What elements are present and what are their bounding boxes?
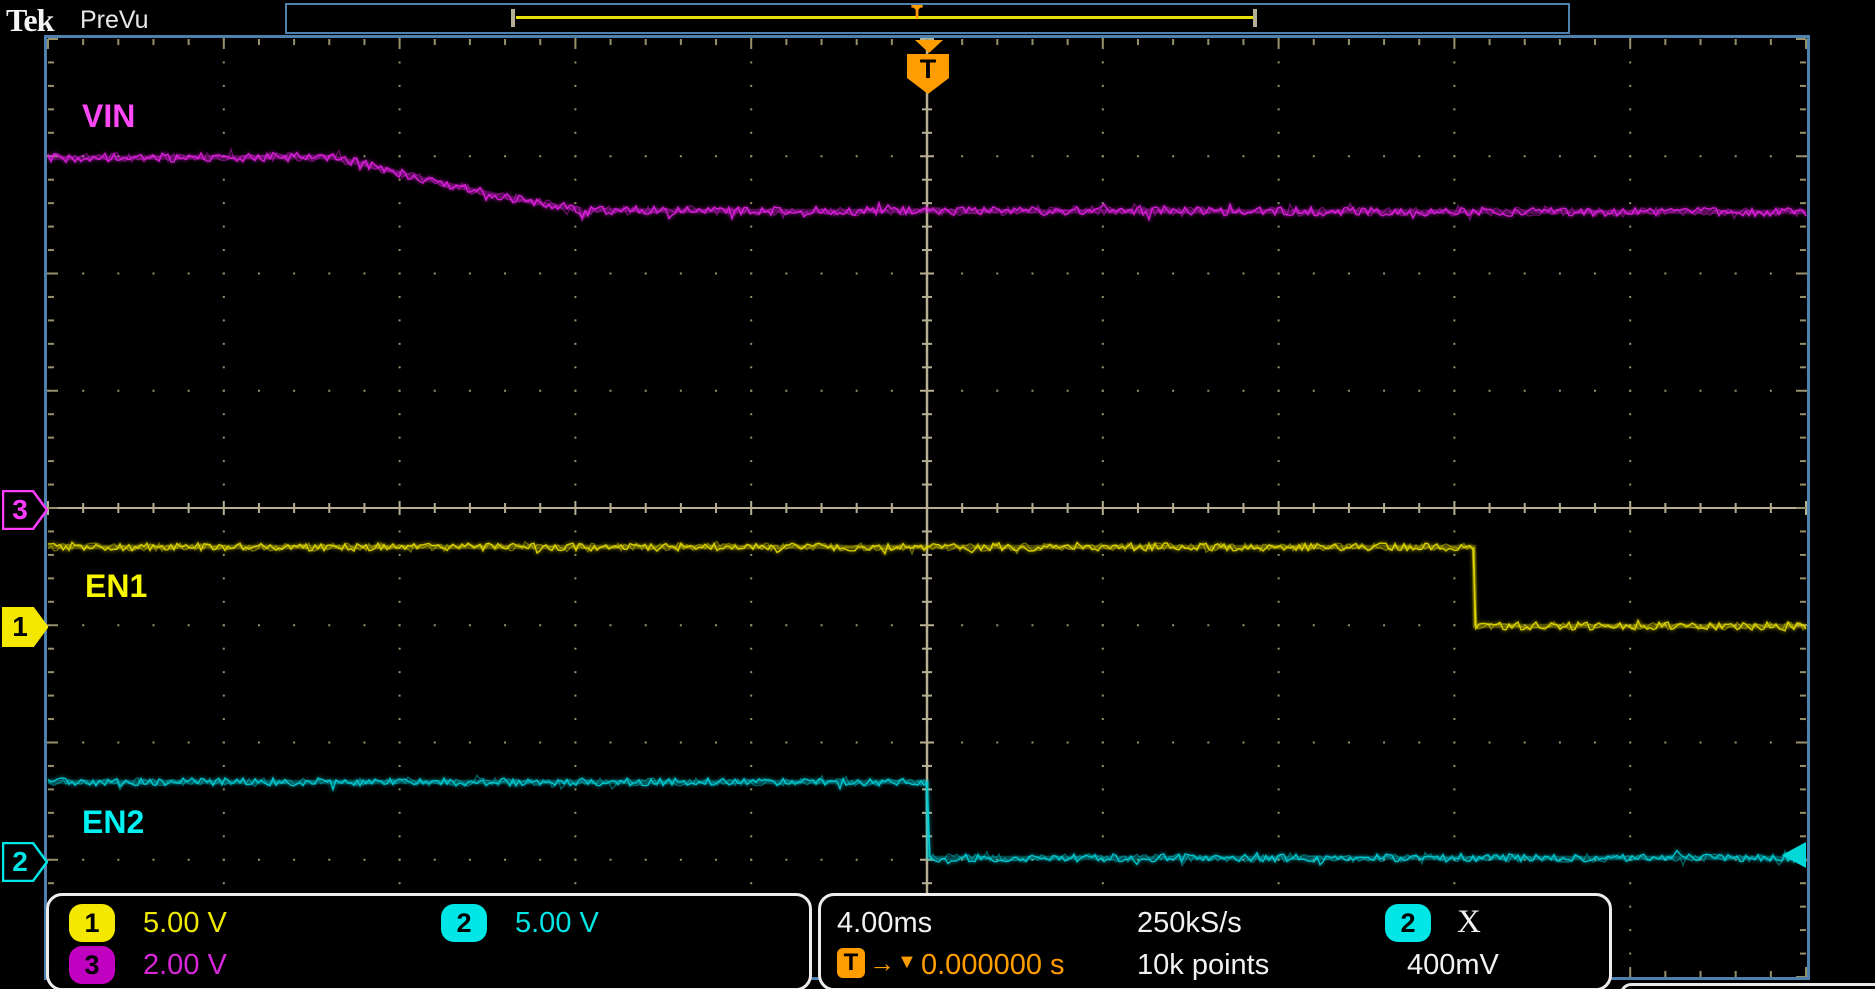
window-left-bracket-icon — [511, 9, 515, 27]
ch1-badge[interactable]: 1 — [69, 904, 115, 942]
ch3-scale[interactable]: 2.00 V — [143, 949, 227, 981]
channel-2-marker[interactable]: 2 — [2, 842, 48, 882]
horizontal-trigger-readout-box: 4.00ms 250kS/s 2 X T → ▼ 0.000000 s 10k … — [818, 893, 1612, 989]
trace-label-en2: EN2 — [82, 804, 145, 840]
trace-label-en1: EN1 — [85, 568, 148, 604]
trigger-down-icon: ▼ — [897, 951, 917, 973]
ch2-scale[interactable]: 5.00 V — [515, 907, 599, 939]
acquisition-status: PreVu — [80, 6, 149, 34]
record-length-readout: 10k points — [1137, 949, 1270, 981]
timebase-readout[interactable]: 4.00ms — [837, 907, 933, 939]
ch2-badge[interactable]: 2 — [441, 904, 487, 942]
window-right-bracket-icon — [1253, 9, 1257, 27]
channel-3-marker[interactable]: 3 — [2, 490, 48, 530]
trigger-position-triangle-icon — [915, 40, 943, 53]
trigger-level-arrow-icon[interactable] — [1782, 842, 1806, 873]
record-window-line — [516, 16, 1254, 19]
horizontal-position-bar[interactable]: T — [285, 3, 1570, 34]
offscreen-menu-edge — [1620, 983, 1875, 989]
channel-1-marker[interactable]: 1 — [2, 607, 48, 647]
sample-rate-readout: 250kS/s — [1137, 907, 1242, 939]
ch3-badge[interactable]: 3 — [69, 946, 115, 984]
trigger-slope-icon[interactable]: X — [1457, 904, 1481, 940]
trigger-position-readout[interactable]: 0.000000 s — [921, 949, 1065, 981]
graticule — [44, 35, 1810, 980]
ch1-scale[interactable]: 5.00 V — [143, 907, 227, 939]
vertical-scale-readout-box: 1 5.00 V 2 5.00 V 3 2.00 V — [46, 893, 812, 989]
trigger-record-t-icon[interactable]: T — [911, 3, 923, 24]
trace-label-vin: VIN — [82, 98, 136, 134]
trigger-record-position-icon — [911, 5, 923, 11]
trigger-t-icon: T — [837, 948, 865, 978]
trigger-level-readout[interactable]: 400mV — [1407, 949, 1499, 981]
trigger-arrow-icon: → — [869, 948, 895, 978]
tek-logo: Tek — [6, 2, 54, 38]
trigger-source-badge[interactable]: 2 — [1385, 904, 1431, 942]
